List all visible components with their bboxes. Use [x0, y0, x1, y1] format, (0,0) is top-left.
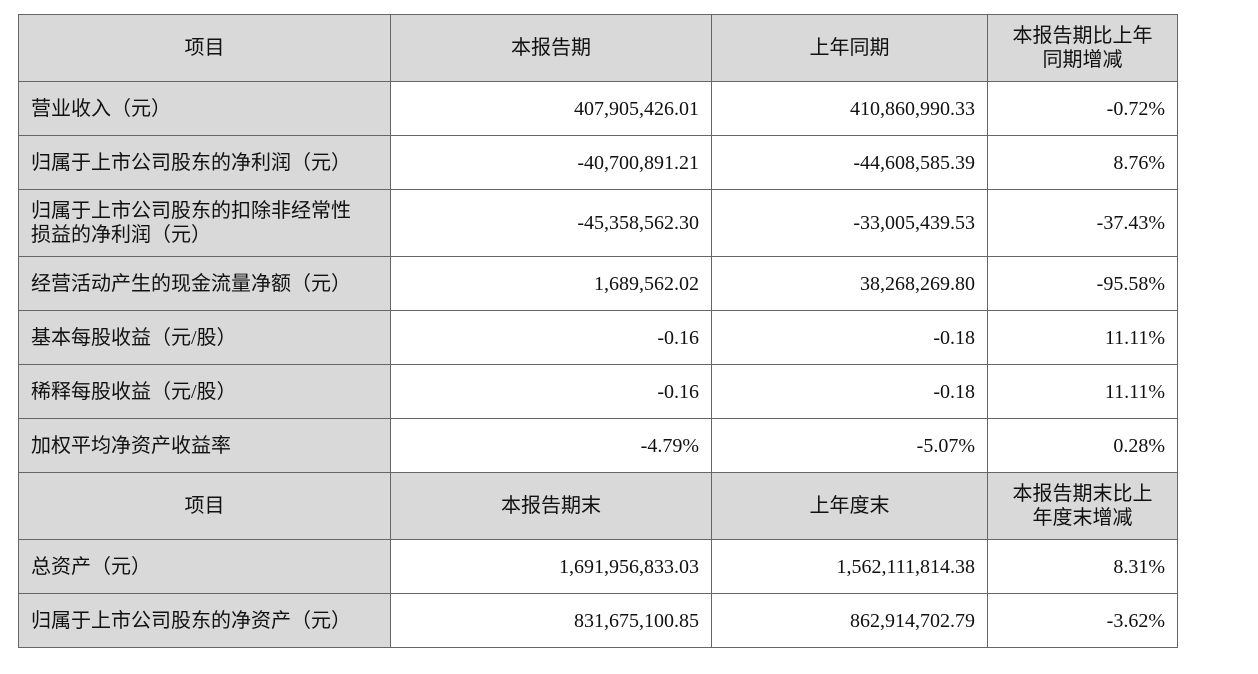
cell-line: 上年度末: [809, 495, 890, 517]
header-cell: 本报告期末比上 年度末增减: [987, 472, 1178, 540]
value-cell: 410,860,990.33: [711, 81, 988, 136]
value-cell: -40,700,891.21: [390, 135, 712, 190]
row-label: 营业收入（元）: [18, 81, 391, 136]
data-row: 营业收入（元） 407,905,426.01 410,860,990.33 -0.72…: [18, 81, 1178, 136]
value-cell: 11.11%: [987, 364, 1178, 419]
data-row: 稀释每股收益（元/股） -0.16 -0.18 11.11%: [18, 364, 1178, 419]
value-cell: -3.62%: [987, 593, 1178, 648]
row-label: 归属于上市公司股东的净利润（元）: [18, 135, 391, 190]
cell-line: 项目: [184, 495, 225, 517]
financial-table: 项目 本报告期 上年同期 本报告期比上年 同期增减 营业收入（元） 407,905,426.…: [18, 14, 1178, 648]
value-cell: 11.11%: [987, 310, 1178, 365]
value-cell: 8.76%: [987, 135, 1178, 190]
value-cell: 8.31%: [987, 539, 1178, 594]
cell-line: 项目: [184, 37, 225, 59]
value-cell: -0.16: [390, 310, 712, 365]
cell-line: 本报告期比上年: [1012, 25, 1153, 47]
value-cell: -45,358,562.30: [390, 189, 712, 257]
row-label: 基本每股收益（元/股）: [18, 310, 391, 365]
data-row: 归属于上市公司股东的净利润（元） -40,700,891.21 -44,608,58…: [18, 135, 1178, 190]
row-label: 总资产（元）: [18, 539, 391, 594]
data-row: 加权平均净资产收益率 -4.79% -5.07% 0.28%: [18, 418, 1178, 473]
value-cell: -0.72%: [987, 81, 1178, 136]
header-cell: 上年度末: [711, 472, 988, 540]
row-label: 加权平均净资产收益率: [18, 418, 391, 473]
data-row: 归属于上市公司股东的扣除非经常性 损益的净利润（元） -45,358,562.30-…: [18, 189, 1178, 257]
cell-line: 本报告期末比上: [1012, 483, 1153, 505]
data-row: 总资产（元） 1,691,956,833.03 1,562,111,814.38 8.…: [18, 539, 1178, 594]
cell-line: 同期增减: [1042, 49, 1123, 71]
header-row: 项目 本报告期末 上年度末 本报告期末比上 年度末增减: [18, 472, 1178, 540]
value-cell: -4.79%: [390, 418, 712, 473]
value-cell: 38,268,269.80: [711, 256, 988, 311]
value-cell: 407,905,426.01: [390, 81, 712, 136]
value-cell: 0.28%: [987, 418, 1178, 473]
value-cell: -0.18: [711, 364, 988, 419]
value-cell: 862,914,702.79: [711, 593, 988, 648]
header-cell: 本报告期末: [390, 472, 712, 540]
row-label: 经营活动产生的现金流量净额（元）: [18, 256, 391, 311]
cell-line: 本报告期: [511, 37, 591, 59]
value-cell: -37.43%: [987, 189, 1178, 257]
cell-line: 损益的净利润（元）: [31, 224, 211, 246]
row-label: 稀释每股收益（元/股）: [18, 364, 391, 419]
value-cell: 1,689,562.02: [390, 256, 712, 311]
row-label: 归属于上市公司股东的扣除非经常性 损益的净利润（元）: [18, 189, 391, 257]
header-cell: 项目: [18, 472, 391, 540]
cell-line: 本报告期末: [501, 495, 601, 517]
data-row: 经营活动产生的现金流量净额（元） 1,689,562.02 38,268,269.8…: [18, 256, 1178, 311]
header-cell: 本报告期比上年 同期增减: [987, 14, 1178, 82]
table-body: 项目 本报告期 上年同期 本报告期比上年 同期增减 营业收入（元） 407,905,426.…: [18, 14, 1178, 648]
value-cell: 831,675,100.85: [390, 593, 712, 648]
value-cell: 1,562,111,814.38: [711, 539, 988, 594]
data-row: 基本每股收益（元/股） -0.16 -0.18 11.11%: [18, 310, 1178, 365]
value-cell: -0.16: [390, 364, 712, 419]
value-cell: -5.07%: [711, 418, 988, 473]
value-cell: -33,005,439.53: [711, 189, 988, 257]
value-cell: -95.58%: [987, 256, 1178, 311]
header-row: 项目 本报告期 上年同期 本报告期比上年 同期增减: [18, 14, 1178, 82]
header-cell: 本报告期: [390, 14, 712, 82]
cell-line: 上年同期: [809, 37, 890, 59]
value-cell: -44,608,585.39: [711, 135, 988, 190]
value-cell: 1,691,956,833.03: [390, 539, 712, 594]
header-cell: 上年同期: [711, 14, 988, 82]
header-cell: 项目: [18, 14, 391, 82]
row-label: 归属于上市公司股东的净资产（元）: [18, 593, 391, 648]
cell-line: 年度末增减: [1032, 507, 1133, 529]
cell-line: 归属于上市公司股东的扣除非经常性: [31, 200, 351, 222]
data-row: 归属于上市公司股东的净资产（元） 831,675,100.85 862,914,70…: [18, 593, 1178, 648]
value-cell: -0.18: [711, 310, 988, 365]
